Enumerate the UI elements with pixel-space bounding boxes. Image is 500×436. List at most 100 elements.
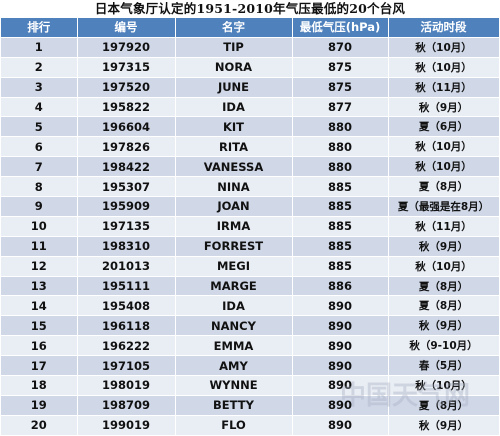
table-row: 18 198019 WYNNE 890 秋（10月）	[1, 375, 500, 396]
number-cell: 197920	[77, 37, 176, 58]
pressure-cell: 885	[292, 256, 389, 277]
table-row: 6 197826 RITA 880 秋（10月）	[1, 136, 500, 158]
pressure-cell: 880	[292, 116, 389, 138]
header-row: 排行 编号 名字 最低气压(hPa) 活动时段	[1, 18, 500, 38]
number-cell: 195909	[77, 196, 176, 217]
rank-cell: 12	[1, 256, 78, 277]
period-cell: 秋（9月）	[388, 97, 500, 118]
period-cell: 秋（10月）	[388, 156, 500, 178]
table-title: 日本气象厅认定的1951-2010年气压最低的20个台风	[94, 1, 406, 16]
number-cell: 197135	[77, 216, 176, 237]
rank-cell: 11	[1, 236, 78, 257]
period-cell: 秋（11月）	[388, 216, 500, 237]
table-row: 5 196604 KIT 880 夏（6月）	[1, 116, 500, 138]
pressure-cell: 890	[292, 395, 389, 416]
table-row: 16 196222 EMMA 890 秋（9-10月）	[1, 335, 500, 357]
period-cell: 秋（11月）	[388, 77, 500, 98]
name-cell: EMMA	[175, 335, 293, 357]
period-cell: 秋（9月）	[388, 236, 500, 257]
pressure-cell: 890	[292, 355, 389, 377]
number-cell: 196118	[77, 315, 176, 337]
column-header-pressure: 最低气压(hPa)	[292, 18, 389, 38]
name-cell: JUNE	[175, 77, 293, 98]
number-cell: 197826	[77, 136, 176, 158]
name-cell: TIP	[175, 37, 293, 58]
number-cell: 198709	[77, 395, 176, 416]
table-row: 20 199019 FLO 890 秋（9月）	[1, 415, 500, 436]
table-row: 15 196118 NANCY 890 秋（9月）	[1, 315, 500, 337]
name-cell: MARGE	[175, 276, 293, 297]
period-cell: 秋（10月）	[388, 136, 500, 158]
rank-cell: 18	[1, 375, 78, 396]
name-cell: FLO	[175, 415, 293, 436]
rank-cell: 19	[1, 395, 78, 416]
column-header-rank: 排行	[1, 18, 78, 38]
pressure-cell: 875	[292, 57, 389, 78]
name-cell: NANCY	[175, 315, 293, 337]
name-cell: JOAN	[175, 196, 293, 217]
column-header-period: 活动时段	[388, 18, 500, 38]
table-row: 12 201013 MEGI 885 秋（10月）	[1, 256, 500, 277]
rank-cell: 14	[1, 295, 78, 317]
rank-cell: 13	[1, 276, 78, 297]
period-cell: 秋（10月）	[388, 256, 500, 277]
rank-cell: 4	[1, 97, 78, 118]
period-cell: 夏（8月）	[388, 276, 500, 297]
name-cell: IDA	[175, 295, 293, 317]
number-cell: 195822	[77, 97, 176, 118]
number-cell: 201013	[77, 256, 176, 277]
number-cell: 197105	[77, 355, 176, 377]
table-row: 14 195408 IDA 890 夏（8月）	[1, 295, 500, 317]
rank-cell: 10	[1, 216, 78, 237]
rank-cell: 16	[1, 335, 78, 357]
pressure-cell: 890	[292, 415, 389, 436]
pressure-cell: 877	[292, 97, 389, 118]
table-row: 7 198422 VANESSA 880 秋（10月）	[1, 156, 500, 178]
name-cell: KIT	[175, 116, 293, 138]
table-row: 4 195822 IDA 877 秋（9月）	[1, 97, 500, 118]
rank-cell: 17	[1, 355, 78, 377]
pressure-cell: 885	[292, 216, 389, 237]
column-header-name: 名字	[175, 18, 293, 38]
table-row: 9 195909 JOAN 885 夏（最强是在8月）	[1, 196, 500, 217]
name-cell: FORREST	[175, 236, 293, 257]
period-cell: 夏（最强是在8月）	[388, 196, 500, 217]
period-cell: 春（5月）	[388, 355, 500, 377]
pressure-cell: 890	[292, 375, 389, 396]
period-cell: 秋（10月）	[388, 375, 500, 396]
number-cell: 195307	[77, 176, 176, 198]
name-cell: MEGI	[175, 256, 293, 277]
name-cell: WYNNE	[175, 375, 293, 396]
rank-cell: 20	[1, 415, 78, 436]
period-cell: 秋（10月）	[388, 37, 500, 58]
table-row: 3 197520 JUNE 875 秋（11月）	[1, 77, 500, 98]
rank-cell: 15	[1, 315, 78, 337]
name-cell: NORA	[175, 57, 293, 78]
period-cell: 夏（6月）	[388, 116, 500, 138]
number-cell: 196222	[77, 335, 176, 357]
table-row: 8 195307 NINA 885 夏（8月）	[1, 176, 500, 198]
rank-cell: 7	[1, 156, 78, 178]
rank-cell: 8	[1, 176, 78, 198]
pressure-cell: 890	[292, 335, 389, 357]
period-cell: 夏（8月）	[388, 176, 500, 198]
rank-cell: 3	[1, 77, 78, 98]
name-cell: BETTY	[175, 395, 293, 416]
typhoon-table: 排行 编号 名字 最低气压(hPa) 活动时段 1 197920 TIP 870 秋（1…	[1, 18, 500, 436]
number-cell: 199019	[77, 415, 176, 436]
period-cell: 夏（8月）	[388, 295, 500, 317]
column-header-number: 编号	[77, 18, 176, 38]
pressure-cell: 880	[292, 156, 389, 178]
table-row: 2 197315 NORA 875 秋（10月）	[1, 57, 500, 78]
number-cell: 198310	[77, 236, 176, 257]
table-row: 17 197105 AMY 890 春（5月）	[1, 355, 500, 377]
pressure-cell: 870	[292, 37, 389, 58]
pressure-cell: 890	[292, 295, 389, 317]
number-cell: 198422	[77, 156, 176, 178]
period-cell: 夏（8月）	[388, 395, 500, 416]
pressure-cell: 885	[292, 236, 389, 257]
table-row: 10 197135 IRMA 885 秋（11月）	[1, 216, 500, 237]
rank-cell: 1	[1, 37, 78, 58]
number-cell: 195408	[77, 295, 176, 317]
name-cell: IRMA	[175, 216, 293, 237]
